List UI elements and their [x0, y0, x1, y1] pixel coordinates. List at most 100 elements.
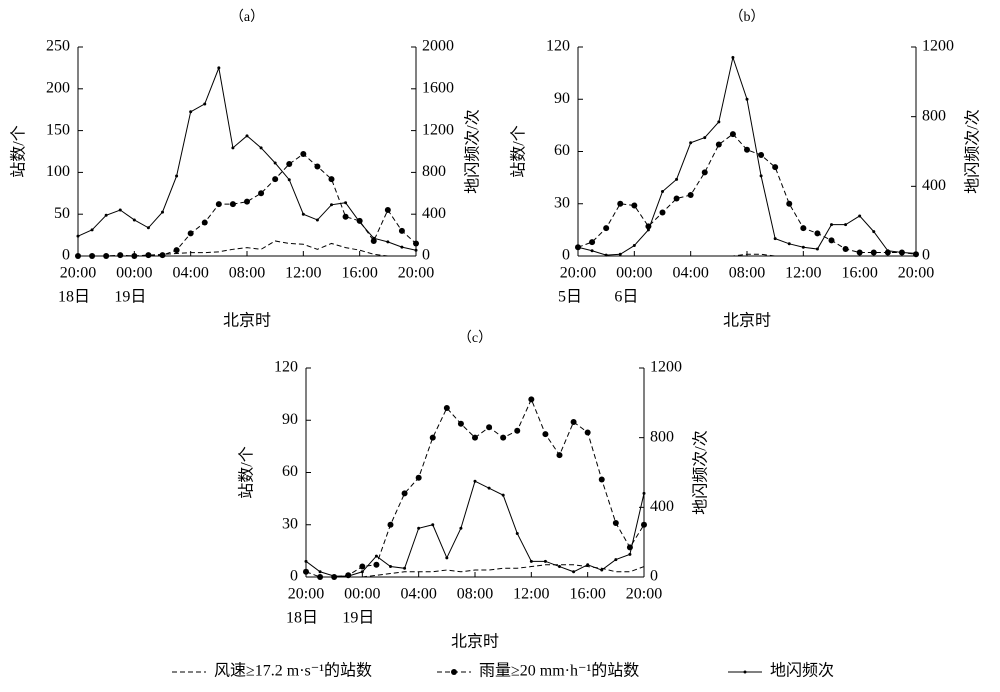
point	[304, 559, 308, 563]
point	[486, 424, 493, 431]
point	[229, 201, 236, 208]
x-tick-label: 08:00	[457, 586, 493, 603]
x-tick-label: 08:00	[229, 265, 265, 282]
point	[443, 405, 450, 412]
y2-tick-label: 1200	[922, 38, 954, 55]
point	[515, 531, 519, 535]
point	[217, 66, 221, 70]
y2-tick-label: 1600	[422, 79, 454, 96]
point	[646, 228, 650, 232]
point	[576, 245, 580, 249]
point	[215, 201, 222, 208]
point	[642, 491, 646, 495]
point	[403, 566, 407, 570]
day-label: 19日	[114, 289, 146, 306]
point	[542, 431, 549, 438]
point	[103, 253, 110, 259]
point	[445, 556, 449, 560]
x-tick-label: 12:00	[285, 265, 321, 282]
point	[787, 242, 791, 246]
y2-tick-label: 1200	[650, 359, 682, 376]
point	[301, 212, 305, 216]
y-tick-label: 30	[554, 194, 570, 211]
y2-tick-label: 0	[422, 247, 430, 264]
point	[830, 223, 833, 227]
point	[400, 245, 404, 249]
point	[801, 245, 805, 249]
series-line	[77, 66, 417, 251]
legend-label: 雨量≥20 mm·h⁻¹的站数	[479, 662, 639, 680]
day-label: 18日	[58, 289, 90, 306]
day-label: 6日	[614, 289, 638, 306]
point	[590, 249, 594, 253]
legend-marker	[451, 669, 457, 675]
point	[332, 574, 336, 578]
point	[328, 176, 335, 183]
point	[745, 97, 749, 101]
point	[398, 227, 405, 234]
y-tick-label: 50	[54, 205, 70, 222]
y2-tick-label: 800	[922, 107, 946, 124]
point	[317, 574, 324, 580]
point	[374, 554, 378, 558]
point	[689, 141, 693, 145]
point	[632, 244, 636, 248]
point	[814, 230, 821, 237]
series-line	[577, 55, 917, 256]
point	[359, 563, 366, 570]
point	[389, 565, 392, 569]
point	[314, 163, 321, 170]
point	[772, 164, 779, 171]
point	[673, 195, 680, 202]
point	[631, 202, 638, 209]
point	[514, 427, 521, 434]
point	[870, 249, 877, 256]
y-tick-label: 0	[290, 568, 298, 585]
point	[131, 253, 138, 259]
point	[472, 434, 478, 441]
point	[617, 200, 624, 207]
point	[528, 396, 535, 403]
y2-tick-label: 800	[422, 163, 446, 180]
y2-tick-label: 0	[650, 568, 658, 585]
x-tick-label: 04:00	[672, 265, 708, 282]
point	[187, 230, 194, 237]
day-label: 19日	[342, 610, 374, 627]
y2-tick-label: 400	[922, 177, 946, 194]
x-tick-label: 20:00	[560, 265, 596, 282]
point	[586, 563, 590, 567]
point	[370, 237, 377, 244]
point	[384, 207, 391, 214]
point	[603, 225, 610, 232]
point	[372, 236, 376, 240]
y-tick-label: 90	[554, 90, 570, 107]
point	[800, 225, 807, 232]
x-tick-label: 20:00	[626, 586, 662, 603]
y-tick-label: 120	[274, 359, 298, 376]
x-tick-label: 00:00	[344, 586, 380, 603]
point	[842, 246, 849, 253]
point	[687, 192, 694, 199]
point	[473, 479, 477, 483]
day-label: 18日	[286, 610, 318, 627]
y-tick-label: 30	[282, 515, 298, 532]
legend-label: 风速≥17.2 m·s⁻¹的站数	[214, 662, 372, 680]
point	[259, 146, 263, 150]
point	[159, 252, 166, 259]
point	[118, 208, 122, 212]
y-tick-label: 0	[62, 247, 70, 264]
y-tick-label: 60	[554, 142, 570, 159]
point	[900, 251, 904, 255]
point	[529, 559, 533, 563]
point	[145, 252, 152, 259]
point	[415, 474, 422, 481]
x-tick-label: 20:00	[288, 586, 324, 603]
point	[146, 226, 150, 230]
point	[815, 247, 819, 251]
x-axis-label: 北京时	[451, 633, 499, 651]
x-tick-label: 12:00	[785, 265, 821, 282]
y-tick-label: 250	[46, 38, 70, 55]
y-axis-label: 站数/个	[10, 125, 28, 177]
legend-label: 地闪频次	[770, 662, 834, 680]
series-line	[306, 564, 645, 578]
